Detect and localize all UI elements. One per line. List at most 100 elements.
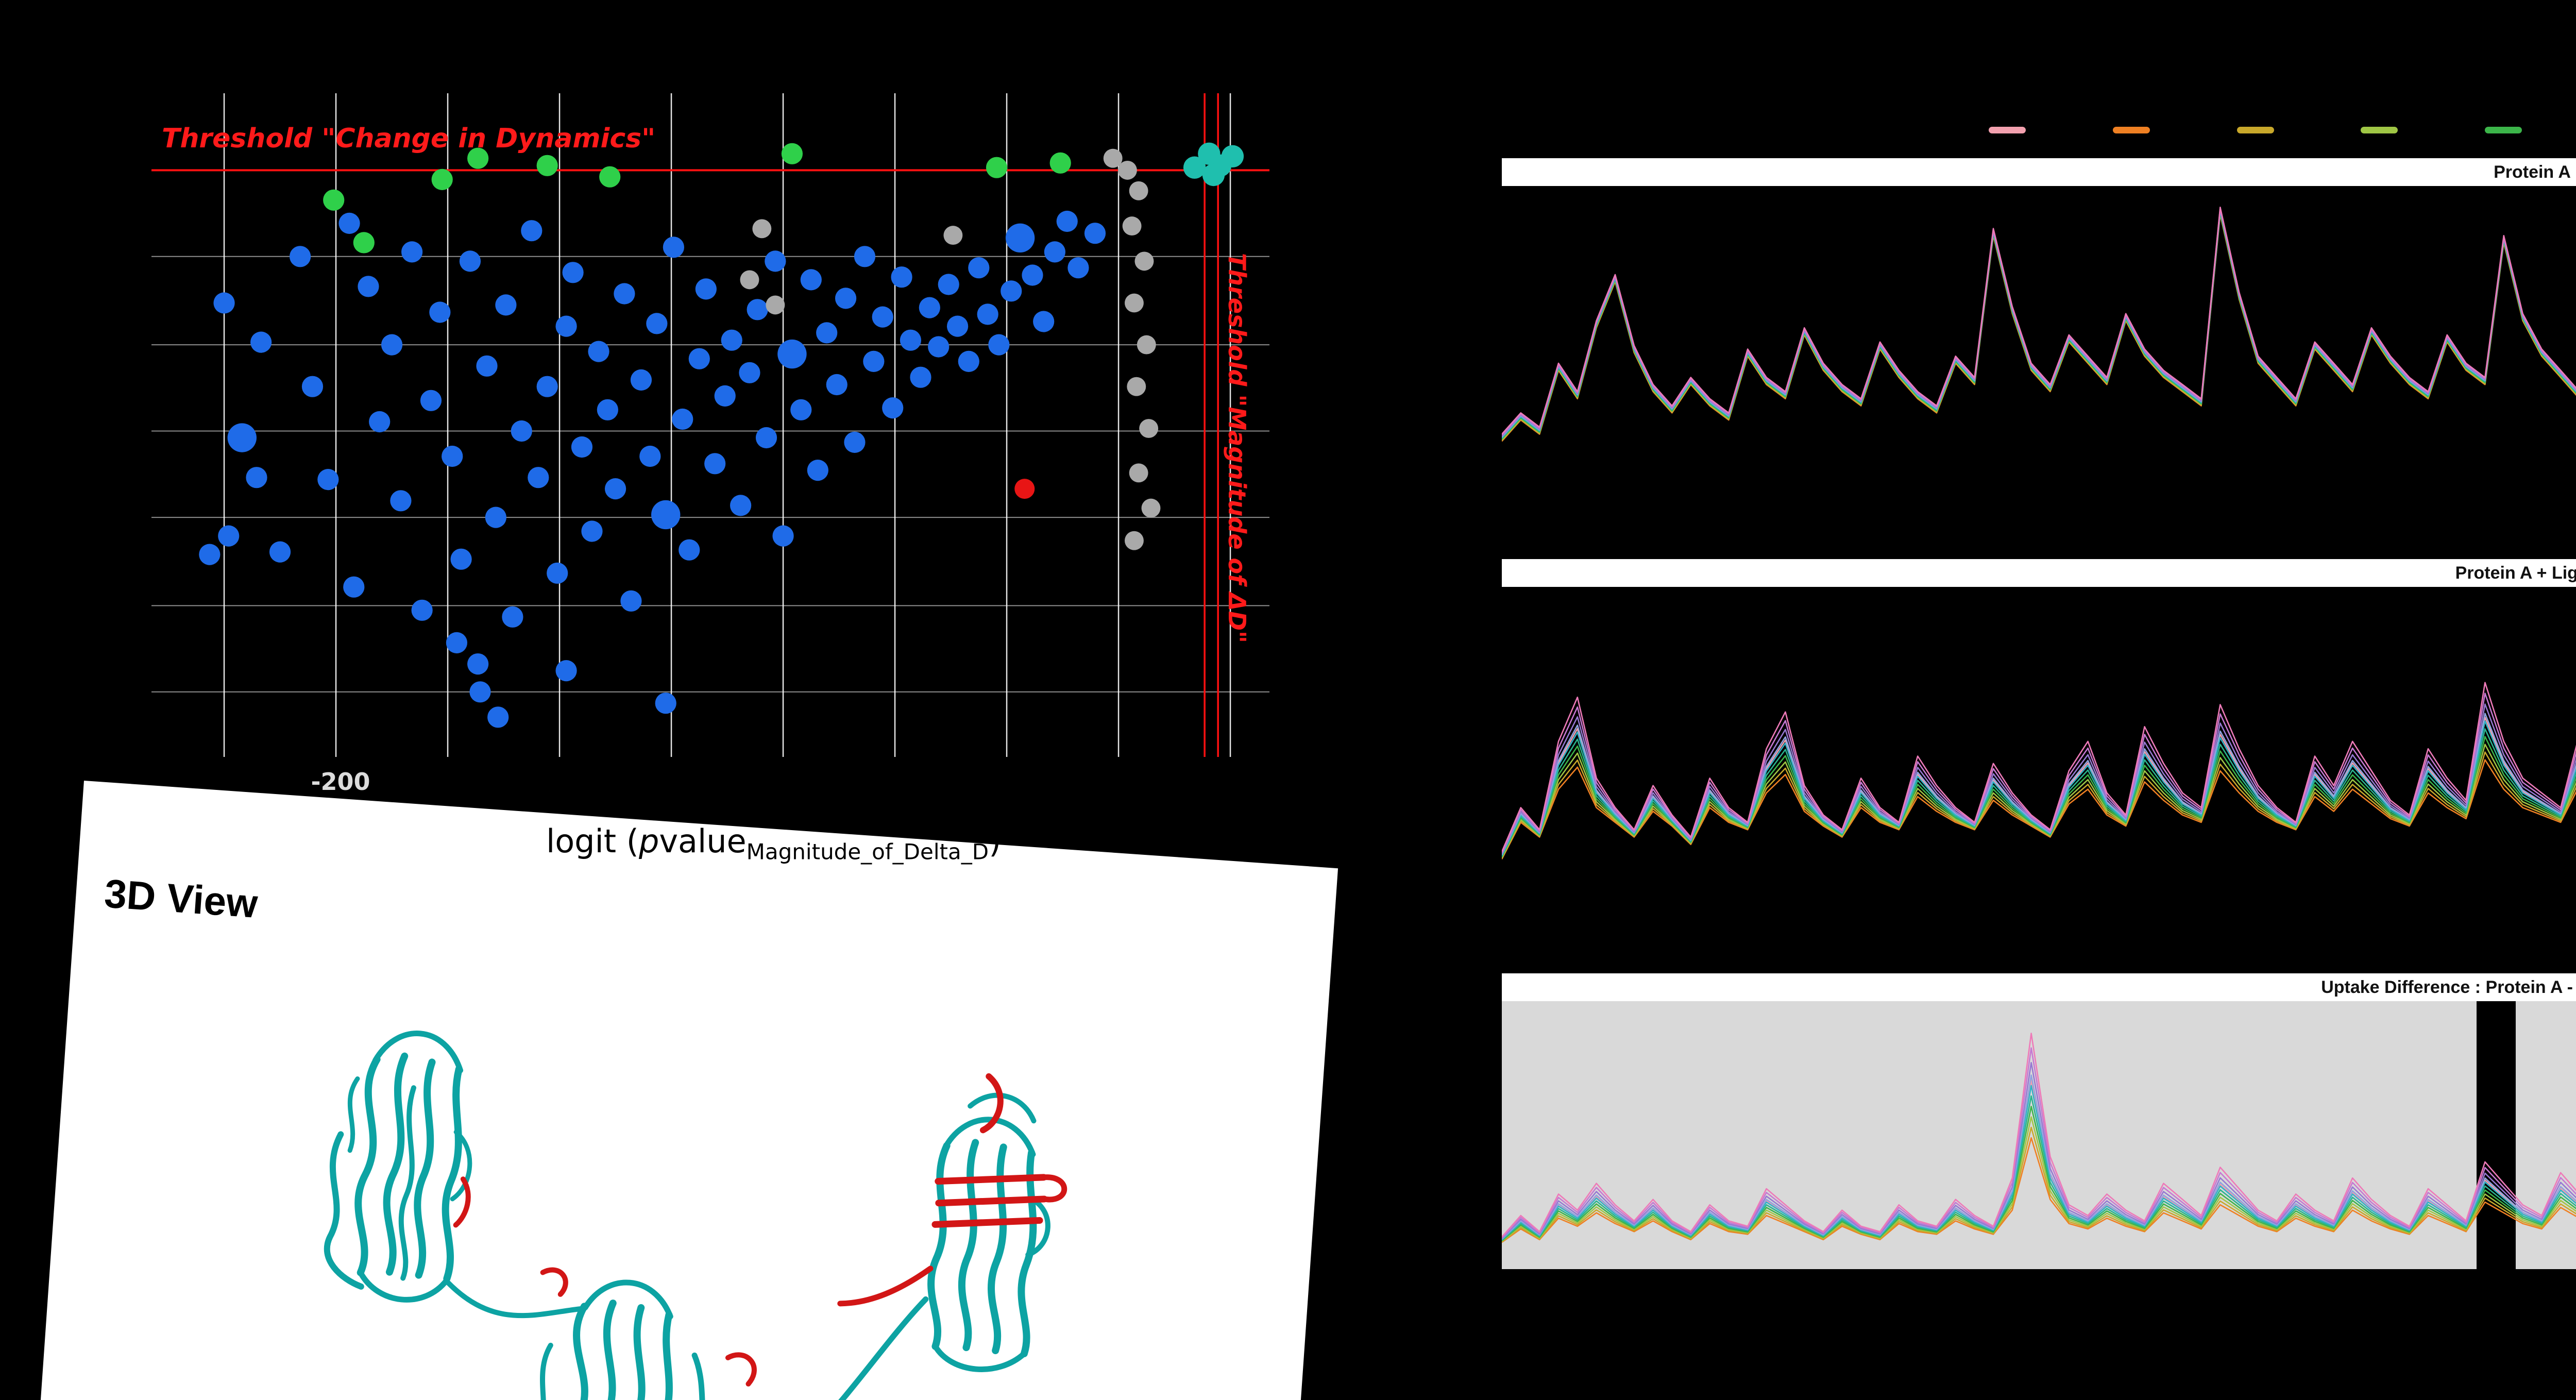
scatter-point-non-significant[interactable] [747, 299, 768, 321]
scatter-point-non-significant[interactable] [581, 520, 603, 542]
scatter-point-non-significant[interactable] [555, 660, 577, 682]
scatter-point-significant-change[interactable] [353, 232, 375, 254]
uptake-trace[interactable] [1502, 212, 2576, 459]
uptake-trace[interactable] [1502, 1138, 2576, 1261]
scatter-point-non-significant[interactable] [800, 269, 822, 291]
scatter-point-non-significant[interactable] [269, 541, 291, 563]
scatter-point-non-significant[interactable] [816, 322, 838, 344]
uptake-trace[interactable] [1502, 214, 2576, 480]
legend-swatch[interactable] [2485, 127, 2522, 133]
scatter-point-non-significant[interactable] [250, 331, 272, 353]
uptake-trace[interactable] [1502, 1127, 2576, 1257]
uptake-trace[interactable] [1502, 213, 2576, 473]
scatter-point-non-significant[interactable] [755, 427, 777, 449]
scatter-point-non-significant[interactable] [639, 445, 661, 467]
scatter-point-non-significant[interactable] [555, 315, 577, 337]
scatter-point-below-magnitude-threshold[interactable] [1129, 181, 1148, 200]
scatter-point-non-significant[interactable] [521, 220, 543, 242]
scatter-point-non-significant[interactable] [358, 276, 379, 297]
scatter-point-non-significant[interactable] [485, 507, 506, 528]
scatter-point-below-magnitude-threshold[interactable] [1137, 335, 1156, 355]
scatter-point-non-significant[interactable] [597, 399, 618, 420]
uptake-trace[interactable] [1502, 1033, 2576, 1237]
scatter-point-non-significant[interactable] [213, 292, 235, 314]
scatter-point-non-significant[interactable] [910, 366, 931, 388]
scatter-point-cluster-top-right[interactable] [1183, 156, 1206, 179]
scatter-point-non-significant[interactable] [704, 453, 726, 475]
scatter-point-non-significant[interactable] [872, 306, 893, 328]
uptake-trace[interactable] [1502, 214, 2576, 487]
scatter-point-significant-change[interactable] [599, 166, 621, 188]
scatter-point-non-significant[interactable] [469, 681, 491, 703]
scatter-point-below-magnitude-threshold[interactable] [943, 226, 963, 245]
uptake-trace[interactable] [1502, 711, 2576, 858]
scatter-point-non-significant[interactable] [655, 693, 676, 714]
scatter-point-significant-change[interactable] [467, 147, 489, 169]
scatter-point-non-significant[interactable] [807, 460, 828, 481]
scatter-point-non-significant[interactable] [604, 478, 626, 500]
uptake-chart-protein-a-ligand[interactable] [1502, 587, 2576, 955]
scatter-point-below-magnitude-threshold[interactable] [1139, 419, 1159, 438]
scatter-point-non-significant[interactable] [502, 606, 523, 628]
uptake-trace[interactable] [1502, 622, 2576, 853]
scatter-point-non-significant[interactable] [765, 250, 786, 272]
volcano-scatter-canvas[interactable] [151, 93, 1269, 757]
scatter-point-non-significant[interactable] [369, 411, 391, 433]
scatter-point-non-significant[interactable] [227, 423, 257, 452]
scatter-point-non-significant[interactable] [790, 399, 812, 420]
scatter-point-non-significant[interactable] [1005, 223, 1035, 252]
scatter-point-non-significant[interactable] [1056, 210, 1078, 232]
scatter-point-non-significant[interactable] [826, 374, 848, 396]
scatter-point-non-significant[interactable] [854, 246, 876, 267]
uptake-difference-chart[interactable] [1502, 1001, 2576, 1269]
scatter-point-below-magnitude-threshold[interactable] [1127, 377, 1146, 396]
scatter-point-non-significant[interactable] [928, 336, 950, 358]
scatter-point-non-significant[interactable] [1067, 257, 1089, 279]
scatter-point-non-significant[interactable] [1001, 280, 1022, 302]
scatter-point-non-significant[interactable] [562, 262, 584, 283]
scatter-point-non-significant[interactable] [679, 539, 700, 561]
scatter-point-non-significant[interactable] [381, 334, 403, 356]
scatter-point-non-significant[interactable] [688, 348, 710, 369]
scatter-point-non-significant[interactable] [588, 341, 609, 362]
uptake-trace[interactable] [1502, 699, 2576, 857]
scatter-point-non-significant[interactable] [900, 329, 922, 351]
scatter-point-non-significant[interactable] [450, 548, 472, 570]
protein-ribbon-structure[interactable] [206, 963, 1224, 1400]
scatter-point-significant-change[interactable] [986, 157, 1008, 178]
scatter-point-non-significant[interactable] [571, 436, 593, 458]
uptake-trace[interactable] [1502, 210, 2576, 445]
scatter-point-non-significant[interactable] [536, 376, 558, 397]
scatter-point-non-significant[interactable] [620, 590, 642, 612]
scatter-point-below-magnitude-threshold[interactable] [740, 270, 759, 290]
scatter-point-non-significant[interactable] [495, 294, 517, 316]
scatter-point-non-significant[interactable] [663, 237, 685, 258]
scatter-point-non-significant[interactable] [411, 599, 433, 621]
scatter-point-non-significant[interactable] [301, 376, 324, 397]
legend-swatch[interactable] [2112, 127, 2150, 133]
scatter-point-non-significant[interactable] [199, 544, 221, 565]
uptake-trace[interactable] [1502, 1075, 2576, 1239]
scatter-point-non-significant[interactable] [988, 334, 1010, 356]
scatter-point-below-magnitude-threshold[interactable] [1134, 251, 1154, 271]
scatter-point-cluster-top-right[interactable] [1221, 145, 1244, 167]
scatter-point-non-significant[interactable] [459, 250, 481, 272]
scatter-point-non-significant[interactable] [614, 283, 635, 305]
scatter-point-non-significant[interactable] [863, 350, 885, 373]
scatter-point-non-significant[interactable] [467, 653, 489, 675]
scatter-point-non-significant[interactable] [739, 362, 760, 383]
scatter-point-non-significant[interactable] [919, 297, 940, 318]
scatter-point-non-significant[interactable] [1033, 311, 1055, 332]
scatter-point-non-significant[interactable] [730, 495, 752, 516]
scatter-point-non-significant[interactable] [646, 313, 668, 334]
scatter-point-non-significant[interactable] [968, 257, 990, 279]
scatter-point-below-magnitude-threshold[interactable] [1122, 216, 1142, 236]
scatter-point-non-significant[interactable] [977, 303, 998, 325]
scatter-point-cluster-top-right[interactable] [1202, 163, 1225, 187]
uptake-trace[interactable] [1502, 1086, 2576, 1240]
scatter-point-non-significant[interactable] [835, 288, 857, 309]
scatter-point-non-significant[interactable] [721, 329, 742, 351]
scatter-point-non-significant[interactable] [338, 212, 360, 234]
scatter-point-below-magnitude-threshold[interactable] [1129, 463, 1148, 483]
scatter-point-below-magnitude-threshold[interactable] [1117, 160, 1137, 180]
